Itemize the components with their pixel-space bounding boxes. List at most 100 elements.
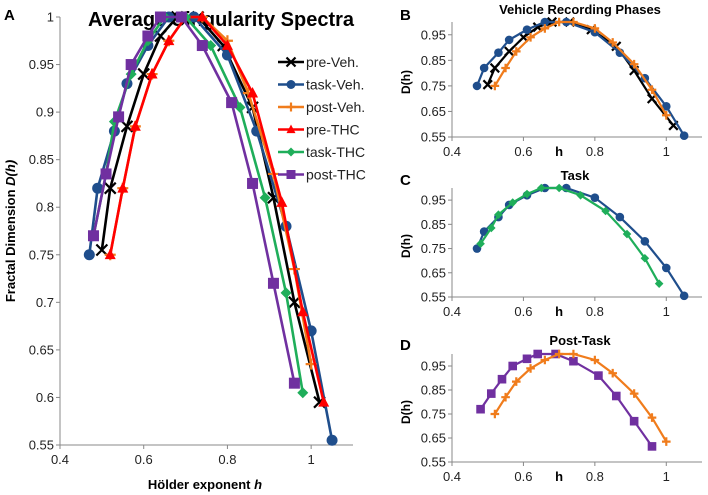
x-tick-label: 0.4 bbox=[443, 304, 461, 319]
series-pre-veh bbox=[482, 16, 679, 131]
y-tick-label: 0.55 bbox=[421, 455, 446, 470]
data-point bbox=[536, 183, 546, 193]
y-tick-label: 0.95 bbox=[29, 57, 54, 72]
chart-title: Vehicle Recording Phases bbox=[499, 2, 661, 17]
x-tick-label: 0.8 bbox=[586, 469, 604, 484]
legend-marker bbox=[286, 124, 296, 134]
data-point bbox=[104, 248, 116, 260]
data-point bbox=[511, 377, 521, 386]
x-tick-label: 0.4 bbox=[51, 452, 69, 467]
y-tick-label: 0.55 bbox=[29, 438, 54, 453]
data-point bbox=[533, 349, 543, 359]
data-point bbox=[569, 17, 578, 27]
data-point bbox=[590, 24, 600, 33]
data-point bbox=[267, 277, 279, 289]
series-post-thc bbox=[87, 11, 300, 389]
legend-marker bbox=[286, 170, 296, 179]
series-post-veh bbox=[490, 349, 671, 446]
data-point bbox=[526, 33, 535, 42]
data-point bbox=[540, 355, 550, 365]
data-point bbox=[611, 391, 621, 401]
chart-panel-b: 0.4 0.6 0.8 1 0.55 0.65 0.75 0.85 0.95 Vehicle Re… bbox=[399, 2, 702, 159]
chart-title: Average Singularity Spectra bbox=[88, 9, 355, 31]
data-point bbox=[297, 387, 309, 399]
legend-marker bbox=[286, 102, 296, 112]
x-tick-label: 0.6 bbox=[514, 144, 532, 159]
x-tick-label: 0.6 bbox=[514, 304, 532, 319]
x-tick-label: 0.6 bbox=[514, 469, 532, 484]
y-axis-label: D(h) bbox=[399, 234, 413, 258]
data-point bbox=[494, 210, 503, 219]
series-task-veh bbox=[472, 17, 689, 141]
x-axis-variable: h bbox=[254, 477, 262, 492]
x-axis-label: h bbox=[555, 144, 563, 159]
y-tick-label: 1 bbox=[47, 10, 54, 25]
y-axis-label: D(h) bbox=[399, 70, 413, 94]
data-point bbox=[490, 81, 500, 91]
data-point bbox=[100, 168, 112, 180]
legend-marker bbox=[286, 147, 296, 157]
data-point bbox=[318, 396, 330, 407]
data-point bbox=[569, 356, 578, 366]
data-point bbox=[259, 192, 271, 204]
y-tick-label: 0.85 bbox=[29, 152, 54, 167]
data-point bbox=[326, 434, 338, 446]
x-tick-label: 0.6 bbox=[135, 452, 153, 467]
x-axis-label: h bbox=[555, 304, 563, 319]
data-point bbox=[472, 81, 482, 91]
data-point bbox=[247, 177, 259, 189]
chart-panel-c: 0.4 0.6 0.8 1 0.55 0.65 0.75 0.85 0.95 Task h D(h) bbox=[399, 168, 702, 319]
data-point bbox=[647, 442, 657, 451]
y-tick-label: 0.95 bbox=[421, 359, 446, 374]
data-point bbox=[476, 404, 485, 414]
y-tick-label: 0.55 bbox=[421, 290, 446, 305]
data-point bbox=[103, 181, 117, 195]
data-point bbox=[221, 39, 233, 50]
data-point bbox=[142, 30, 154, 42]
legend-label: post-THC bbox=[306, 167, 366, 183]
data-point bbox=[654, 279, 664, 288]
series-post-veh bbox=[490, 17, 671, 120]
chart-panel-d: 0.4 0.6 0.8 1 0.55 0.65 0.75 0.85 0.95 Post-Task h… bbox=[399, 333, 702, 484]
panel-label-a: A bbox=[4, 7, 15, 24]
y-tick-label: 0.55 bbox=[421, 130, 446, 145]
series-line bbox=[493, 20, 668, 116]
data-point bbox=[629, 389, 639, 398]
x-tick-label: 1 bbox=[308, 452, 315, 467]
legend-marker bbox=[285, 56, 297, 68]
legend-marker bbox=[286, 80, 296, 89]
data-point bbox=[163, 34, 175, 46]
data-point bbox=[482, 79, 493, 90]
data-point bbox=[504, 46, 515, 57]
series-line bbox=[493, 352, 668, 443]
data-point bbox=[615, 212, 625, 222]
data-point bbox=[486, 389, 496, 398]
y-tick-label: 0.9 bbox=[36, 105, 54, 120]
data-point bbox=[288, 296, 301, 309]
chart-panel-a: 0.4 0.6 0.8 1 0.55 0.6 0.65 0.7 0.75 0.8 0.85 0.9 0.… bbox=[3, 9, 366, 492]
data-point bbox=[508, 361, 518, 371]
data-point bbox=[554, 349, 564, 359]
x-tick-label: 1 bbox=[663, 144, 670, 159]
chart-title: Task bbox=[561, 168, 590, 183]
data-point bbox=[226, 97, 238, 109]
data-point bbox=[526, 364, 535, 373]
y-tick-label: 0.8 bbox=[36, 200, 54, 215]
y-axis-label: Fractal Dimension D(h) bbox=[3, 160, 18, 302]
data-point bbox=[129, 120, 141, 131]
data-point bbox=[640, 253, 650, 263]
data-point bbox=[476, 239, 485, 249]
data-point bbox=[590, 355, 600, 365]
data-point bbox=[590, 193, 600, 202]
x-tick-label: 1 bbox=[663, 469, 670, 484]
legend-item: pre-Veh. bbox=[278, 54, 359, 70]
legend-label: post-Veh. bbox=[306, 99, 365, 115]
x-axis-label: h bbox=[555, 469, 563, 484]
legend-label: pre-Veh. bbox=[306, 54, 359, 70]
data-point bbox=[522, 25, 532, 34]
data-point bbox=[494, 48, 503, 57]
y-tick-label: 0.75 bbox=[421, 78, 446, 93]
data-point bbox=[554, 183, 564, 193]
data-point bbox=[234, 101, 246, 113]
